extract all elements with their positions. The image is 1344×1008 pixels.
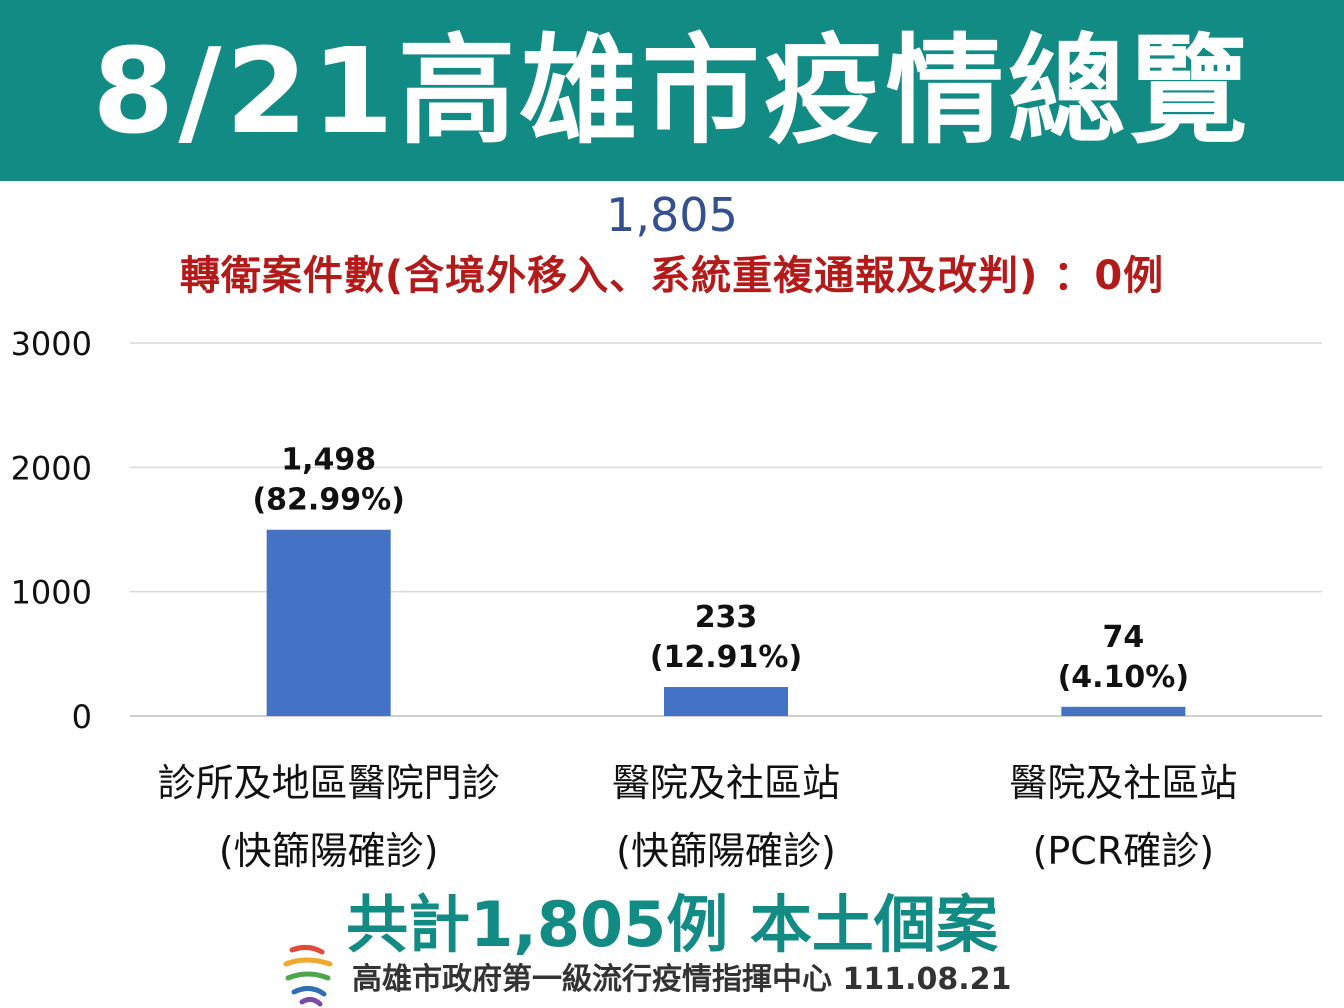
y-tick-label: 3000 — [11, 325, 92, 363]
x-category-label: 診所及地區醫院門診 — [158, 761, 500, 805]
page-title: 8/21高雄市疫情總覽 — [92, 21, 1252, 160]
bar-percent-label: (82.99%) — [252, 483, 404, 518]
y-tick-label: 2000 — [11, 449, 92, 487]
bar-percent-label: (4.10%) — [1058, 660, 1190, 695]
bar-value-label: 1,498 — [281, 443, 376, 478]
summary-total: 共計1,805例 本土個案 — [346, 888, 998, 961]
header-banner: 8/21高雄市疫情總覽 — [0, 0, 1344, 181]
bar-chart: 0 1000 2000 3000 1,498 (82.99%) 診所及地區醫院門診 (快篩陽確… — [11, 325, 1322, 873]
total-count: 1,805 — [606, 188, 738, 242]
bar-value-label: 233 — [695, 600, 758, 635]
x-category-label: 醫院及社區站 — [612, 761, 840, 805]
y-tick-label: 1000 — [11, 574, 92, 612]
bar-3 — [1061, 706, 1186, 716]
footer-text: 高雄市政府第一級流行疫情指揮中心 111.08.21 — [352, 962, 1012, 997]
transfer-note: 轉衛案件數(含境外移入、系統重複通報及改判) ：0例 — [179, 253, 1165, 299]
x-category-label: (快篩陽確診) — [219, 829, 439, 873]
x-category-label: (PCR確診) — [1033, 829, 1215, 873]
bar-2 — [664, 687, 788, 716]
y-tick-label: 0 — [72, 698, 92, 736]
kaohsiung-city-logo-icon — [283, 944, 333, 1007]
bar-percent-label: (12.91%) — [650, 640, 802, 675]
x-category-label: (快篩陽確診) — [616, 829, 836, 873]
bar-1 — [266, 529, 391, 716]
footer: 高雄市政府第一級流行疫情指揮中心 111.08.21 — [278, 944, 1011, 1008]
x-category-label: 醫院及社區站 — [1009, 761, 1237, 805]
bar-value-label: 74 — [1102, 620, 1144, 655]
